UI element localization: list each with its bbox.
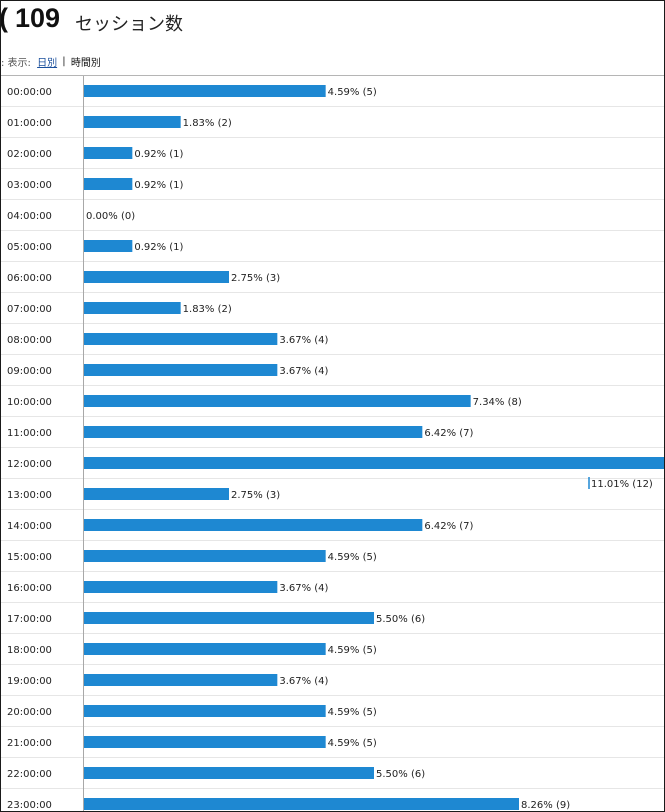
hour-tick-label: 07:00:00 — [7, 304, 52, 315]
bar[interactable] — [84, 550, 326, 562]
data-label: 1.83% (2) — [183, 118, 232, 129]
hour-tick-label: 12:00:00 — [7, 459, 52, 470]
bar[interactable] — [84, 116, 181, 128]
hour-tick-label: 17:00:00 — [7, 614, 52, 625]
bar[interactable] — [84, 147, 133, 159]
data-label: 11.01% (12) — [591, 479, 653, 490]
hour-tick-label: 09:00:00 — [7, 366, 52, 377]
view-separator: | — [62, 56, 66, 67]
bar[interactable] — [84, 736, 326, 748]
bar[interactable] — [84, 488, 229, 500]
header: ( 109 セッション数 — [1, 1, 664, 41]
data-label: 6.42% (7) — [424, 521, 473, 532]
hour-tick-label: 14:00:00 — [7, 521, 52, 532]
bar[interactable] — [84, 333, 278, 345]
hour-tick-label: 02:00:00 — [7, 149, 52, 160]
bar[interactable] — [84, 364, 278, 376]
data-label: 5.50% (6) — [376, 769, 425, 780]
data-label: 4.59% (5) — [328, 645, 377, 656]
hour-tick-label: 10:00:00 — [7, 397, 52, 408]
hour-tick-label: 20:00:00 — [7, 707, 52, 718]
hour-tick-label: 23:00:00 — [7, 800, 52, 811]
bar[interactable] — [84, 519, 423, 531]
bar[interactable] — [84, 612, 374, 624]
hour-tick-label: 11:00:00 — [7, 428, 52, 439]
bar[interactable] — [84, 705, 326, 717]
header-divider — [1, 75, 664, 76]
hour-tick-label: 06:00:00 — [7, 273, 52, 284]
bar[interactable] — [84, 457, 664, 469]
bar[interactable] — [84, 302, 181, 314]
hourly-sessions-chart: 00:00:00 4.59% (5) 01:00:00 1.83% (2) 02:00:… — [1, 76, 664, 811]
data-label: 1.83% (2) — [183, 304, 232, 315]
total-sessions: 109 — [15, 3, 61, 33]
view-toggle: : 表示: 日別 | 時間別 — [1, 54, 101, 70]
total-prefix: ( — [1, 3, 8, 34]
bar[interactable] — [84, 643, 326, 655]
data-label: 8.26% (9) — [521, 800, 570, 811]
bar[interactable] — [84, 395, 471, 407]
bar[interactable] — [84, 240, 133, 252]
data-label: 4.59% (5) — [328, 707, 377, 718]
data-label: 6.42% (7) — [424, 428, 473, 439]
hour-tick-label: 15:00:00 — [7, 552, 52, 563]
hour-tick-label: 01:00:00 — [7, 118, 52, 129]
bar[interactable] — [84, 581, 278, 593]
view-label: : 表示: — [1, 58, 31, 69]
hour-tick-label: 03:00:00 — [7, 180, 52, 191]
data-label: 3.67% (4) — [279, 335, 328, 346]
view-daily-link[interactable]: 日別 — [37, 58, 58, 69]
hour-tick-label: 05:00:00 — [7, 242, 52, 253]
bar[interactable] — [84, 85, 326, 97]
hour-tick-label: 08:00:00 — [7, 335, 52, 346]
bar[interactable] — [84, 426, 423, 438]
data-label: 2.75% (3) — [231, 273, 280, 284]
data-label: 2.75% (3) — [231, 490, 280, 501]
bar[interactable] — [84, 674, 278, 686]
view-hourly: 時間別 — [70, 58, 101, 69]
data-label: 5.50% (6) — [376, 614, 425, 625]
hour-tick-label: 16:00:00 — [7, 583, 52, 594]
bar[interactable] — [84, 767, 374, 779]
data-label: 3.67% (4) — [279, 366, 328, 377]
data-label: 0.92% (1) — [134, 180, 183, 191]
hour-tick-label: 21:00:00 — [7, 738, 52, 749]
data-label: 0.92% (1) — [134, 149, 183, 160]
hour-tick-label: 04:00:00 — [7, 211, 52, 222]
hour-tick-label: 13:00:00 — [7, 490, 52, 501]
data-label: 4.59% (5) — [328, 87, 377, 98]
data-label: 3.67% (4) — [279, 676, 328, 687]
total-sessions-label: セッション数 — [75, 14, 183, 35]
hour-tick-label: 00:00:00 — [7, 87, 52, 98]
data-label: 4.59% (5) — [328, 552, 377, 563]
data-label: 0.92% (1) — [134, 242, 183, 253]
hour-tick-label: 18:00:00 — [7, 645, 52, 656]
data-label: 0.00% (0) — [86, 211, 135, 222]
hour-tick-label: 22:00:00 — [7, 769, 52, 780]
hour-tick-label: 19:00:00 — [7, 676, 52, 687]
data-label: 4.59% (5) — [328, 738, 377, 749]
bar[interactable] — [84, 271, 229, 283]
bar[interactable] — [84, 798, 519, 810]
bar[interactable] — [84, 178, 133, 190]
data-label: 7.34% (8) — [473, 397, 522, 408]
data-label: 3.67% (4) — [279, 583, 328, 594]
